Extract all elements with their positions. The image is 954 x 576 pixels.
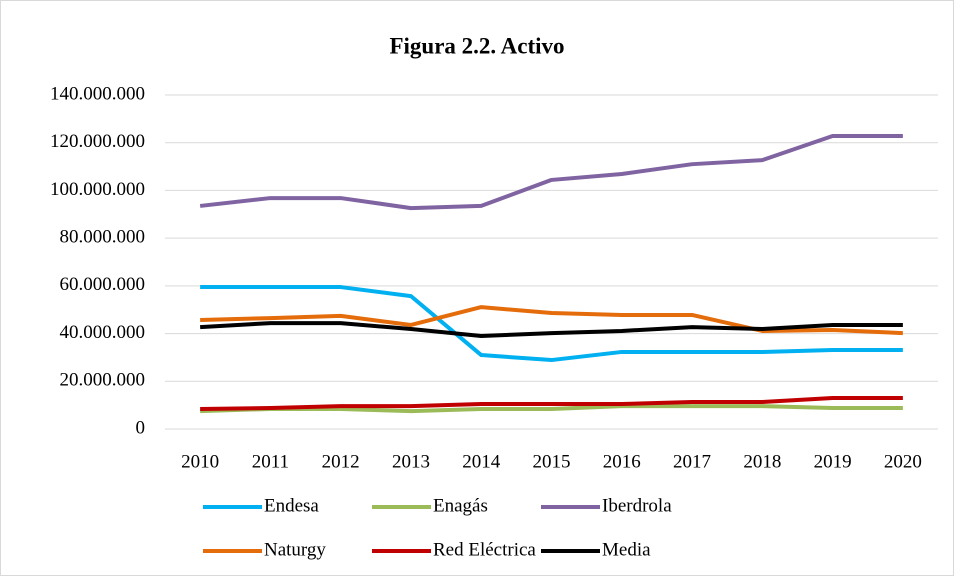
y-tick-label: 20.000.000 [60,370,146,391]
legend-label: Enagás [433,495,488,516]
y-tick-label: 80.000.000 [60,227,146,248]
legend-label: Endesa [264,495,319,516]
y-tick-label: 0 [136,417,146,438]
x-tick-label: 2014 [462,451,501,472]
x-tick-label: 2011 [252,451,289,472]
chart-title: Figura 2.2. Activo [389,33,564,58]
legend-label: Red Eléctrica [433,539,536,560]
x-tick-label: 2012 [322,451,360,472]
series-line [200,404,903,414]
y-tick-label: 140.000.000 [50,83,145,104]
x-tick-label: 2016 [603,451,641,472]
legend-label: Media [602,539,651,560]
legend-label: Naturgy [264,539,326,560]
x-tick-label: 2017 [673,451,711,472]
y-tick-label: 100.000.000 [50,179,145,200]
series-line [200,321,903,338]
series-line [200,395,903,411]
y-tick-label: 40.000.000 [60,322,146,343]
x-tick-label: 2010 [181,451,219,472]
y-tick-label: 120.000.000 [50,131,145,152]
x-tick-label: 2020 [884,451,922,472]
series-line [199,134,903,211]
series-line [200,285,903,363]
x-tick-label: 2019 [814,451,852,472]
x-tick-label: 2018 [743,451,781,472]
legend-label: Iberdrola [602,495,672,516]
x-tick-label: 2013 [392,451,430,472]
y-tick-label: 60.000.000 [60,274,146,295]
x-tick-label: 2015 [533,451,571,472]
series-line [200,305,903,336]
